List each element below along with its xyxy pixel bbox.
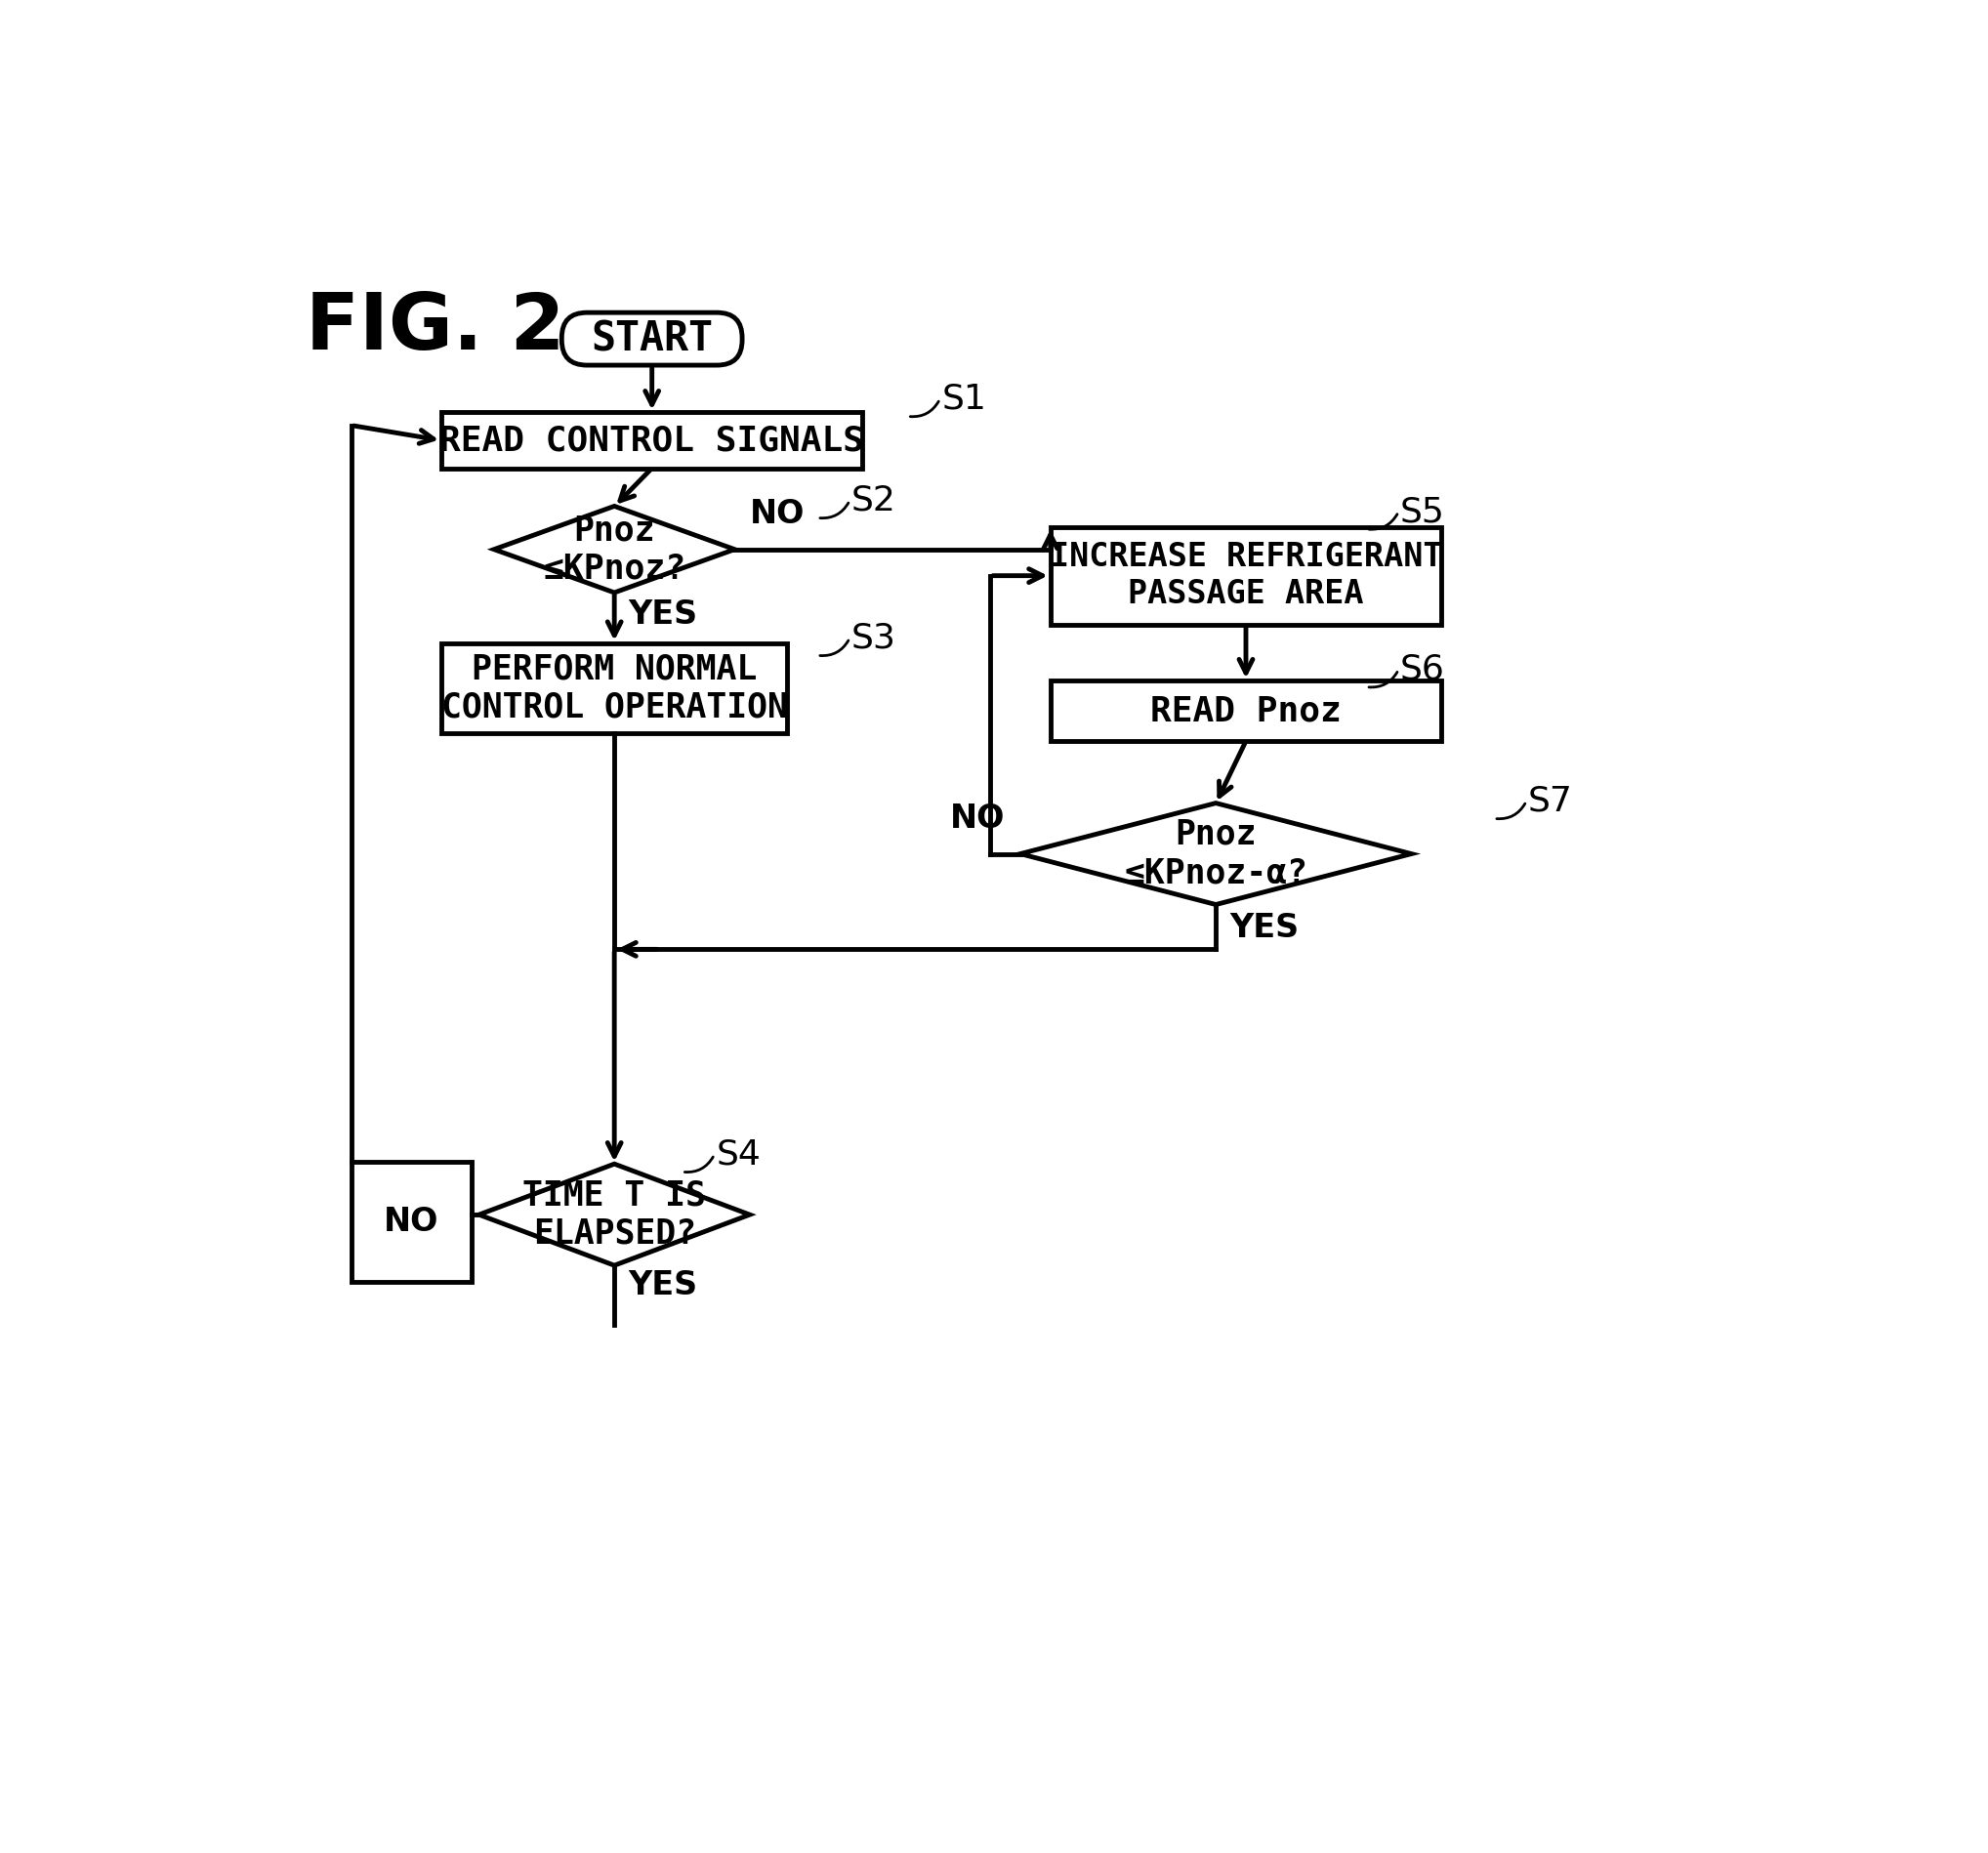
Bar <box>352 1162 471 1282</box>
Text: NO: NO <box>950 802 1006 836</box>
Bar <box>1050 526 1441 624</box>
FancyBboxPatch shape <box>563 313 742 365</box>
Text: S5: S5 <box>1400 495 1445 528</box>
Text: S1: S1 <box>942 382 986 415</box>
Polygon shape <box>1020 802 1411 904</box>
Text: Pnoz
≤KPnoz-α?: Pnoz ≤KPnoz-α? <box>1123 817 1308 889</box>
Text: NO: NO <box>384 1206 439 1238</box>
Bar <box>1050 680 1441 741</box>
Text: YES: YES <box>628 599 698 630</box>
Text: INCREASE REFRIGERANT
PASSAGE AREA: INCREASE REFRIGERANT PASSAGE AREA <box>1050 541 1443 610</box>
Text: S3: S3 <box>851 621 897 654</box>
Text: READ Pnoz: READ Pnoz <box>1151 695 1342 728</box>
Bar <box>441 643 787 734</box>
Text: NO: NO <box>749 498 805 530</box>
Text: FIG. 2: FIG. 2 <box>306 291 565 367</box>
Bar <box>441 411 863 469</box>
Text: YES: YES <box>628 1269 698 1301</box>
Polygon shape <box>495 506 736 593</box>
Text: S7: S7 <box>1529 784 1573 817</box>
Text: S6: S6 <box>1400 652 1445 686</box>
Text: S4: S4 <box>716 1138 761 1171</box>
Text: TIME T IS
ELAPSED?: TIME T IS ELAPSED? <box>523 1179 706 1251</box>
Text: READ CONTROL SIGNALS: READ CONTROL SIGNALS <box>439 424 865 458</box>
Text: Pnoz
≤KPnoz?: Pnoz ≤KPnoz? <box>543 513 686 586</box>
Text: PERFORM NORMAL
CONTROL OPERATION: PERFORM NORMAL CONTROL OPERATION <box>441 652 787 725</box>
Text: START: START <box>590 319 714 359</box>
Text: S2: S2 <box>851 484 897 517</box>
Text: YES: YES <box>1229 912 1298 943</box>
Polygon shape <box>479 1164 749 1266</box>
